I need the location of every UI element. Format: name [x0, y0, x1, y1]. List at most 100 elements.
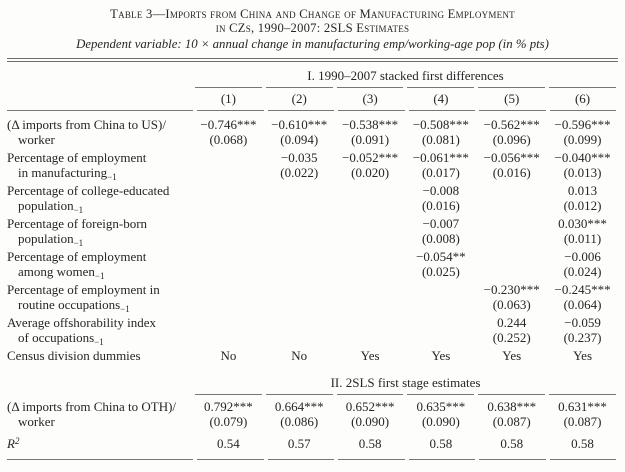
std-error: (0.237) — [563, 330, 602, 345]
estimate: −0.052*** — [342, 150, 399, 165]
panel1-header: I. 1990–2007 stacked first differences — [307, 68, 504, 83]
row-label-cont: in manufacturing−1 — [18, 165, 117, 182]
std-error: (0.079) — [209, 414, 248, 429]
std-error — [478, 231, 545, 246]
std-error — [195, 231, 262, 246]
row-label: Percentage of employment — [7, 249, 147, 264]
estimate: −0.562*** — [483, 117, 540, 132]
estimate — [407, 315, 474, 330]
table-row: Percentage of college-educated population… — [7, 183, 618, 215]
std-error: (0.091) — [351, 132, 390, 147]
std-error — [407, 330, 474, 345]
row-label: Percentage of college-educated — [7, 183, 170, 198]
std-error: (0.086) — [280, 414, 319, 429]
std-error: (0.020) — [351, 165, 390, 180]
std-error: (0.090) — [351, 414, 390, 429]
estimate: 0.792*** — [204, 399, 253, 414]
dummy-flag: Yes — [502, 348, 522, 363]
estimate — [195, 282, 262, 297]
row-label: Percentage of foreign-born — [7, 216, 148, 231]
r-squared-value: 0.57 — [287, 436, 311, 451]
std-error — [337, 198, 404, 213]
estimate — [337, 249, 404, 264]
std-error: (0.064) — [563, 297, 602, 312]
estimate: −0.610*** — [271, 117, 328, 132]
table-title-line2: in CZs, 1990–2007: 2SLS Estimates — [215, 21, 410, 35]
std-error: (0.099) — [563, 132, 602, 147]
row-label: Census division dummies — [7, 348, 141, 363]
estimate: −0.040*** — [554, 150, 611, 165]
panel2-header-row: II. 2SLS first stage estimates — [7, 376, 618, 390]
std-error — [337, 330, 404, 345]
std-error: (0.022) — [280, 165, 319, 180]
column-header: (1) — [220, 91, 236, 106]
std-error: (0.013) — [563, 165, 602, 180]
estimate — [337, 282, 404, 297]
std-error — [266, 231, 333, 246]
table-row: (Δ imports from China to US)/worker −0.7… — [7, 117, 618, 147]
std-error: (0.024) — [563, 264, 602, 279]
std-error: (0.096) — [492, 132, 531, 147]
dummy-flag: Yes — [360, 348, 380, 363]
estimate: −0.245*** — [554, 282, 611, 297]
estimate — [478, 183, 545, 198]
column-header: (2) — [291, 91, 307, 106]
std-error: (0.090) — [421, 414, 460, 429]
estimate — [195, 150, 262, 165]
column-header: (4) — [433, 91, 449, 106]
title-block: Table 3—Imports from China and Change of… — [0, 0, 625, 52]
row-label: (Δ imports from China to US)/ — [7, 117, 166, 132]
std-error: (0.087) — [563, 414, 602, 429]
estimate: −0.035 — [280, 150, 318, 165]
estimate: 0.030*** — [558, 216, 607, 231]
row-label-cont: population−1 — [18, 231, 84, 248]
std-error — [266, 264, 333, 279]
estimate: −0.056*** — [483, 150, 540, 165]
table-row: Percentage of employment in manufacturing… — [7, 150, 618, 182]
row-label: (Δ imports from China to OTH)/ — [7, 399, 177, 414]
estimate — [195, 315, 262, 330]
r-squared-value: 0.58 — [500, 436, 524, 451]
estimate — [195, 183, 262, 198]
std-error — [195, 264, 262, 279]
std-error — [407, 297, 474, 312]
estimate — [337, 183, 404, 198]
std-error: (0.008) — [421, 231, 460, 246]
column-header: (6) — [574, 91, 591, 106]
estimate — [266, 249, 333, 264]
row-label-cont: among women−1 — [18, 264, 105, 281]
estimate — [478, 216, 545, 231]
estimate: 0.664*** — [274, 399, 324, 414]
table-row: Average offshorability index of occupatio… — [7, 315, 618, 347]
estimate — [478, 249, 545, 264]
bottom-rule — [7, 459, 618, 460]
estimate: −0.007 — [422, 216, 460, 231]
std-error: (0.252) — [492, 330, 531, 345]
std-error: (0.081) — [421, 132, 460, 147]
estimate: 0.638*** — [487, 399, 537, 414]
r-squared-value: 0.54 — [217, 436, 240, 451]
estimate — [195, 216, 262, 231]
std-error: (0.011) — [563, 231, 602, 246]
row-label: Average offshorability index — [7, 315, 156, 330]
std-error — [337, 297, 404, 312]
estimate: 0.652*** — [345, 399, 395, 414]
r-squared-value: 0.58 — [429, 436, 453, 451]
r-squared-value: 0.58 — [571, 436, 594, 451]
std-error: (0.094) — [280, 132, 319, 147]
std-error — [266, 198, 333, 213]
estimate — [195, 249, 262, 264]
column-header: (5) — [504, 91, 520, 106]
std-error: (0.063) — [492, 297, 531, 312]
row-label-cont: routine occupations−1 — [18, 297, 130, 314]
column-header: (3) — [362, 91, 378, 106]
dummy-flag: Yes — [573, 348, 593, 363]
regression-table: I. 1990–2007 stacked first differences (… — [7, 58, 618, 460]
std-error — [195, 198, 262, 213]
estimate: −0.538*** — [342, 117, 399, 132]
table-row: Percentage of employment in routine occup… — [7, 282, 618, 314]
estimate: −0.508*** — [412, 117, 469, 132]
dummy-flag: No — [220, 348, 237, 363]
std-error — [195, 165, 262, 180]
r-squared-row: R2 0.54 0.57 0.58 0.58 0.58 0.58 — [7, 436, 618, 451]
